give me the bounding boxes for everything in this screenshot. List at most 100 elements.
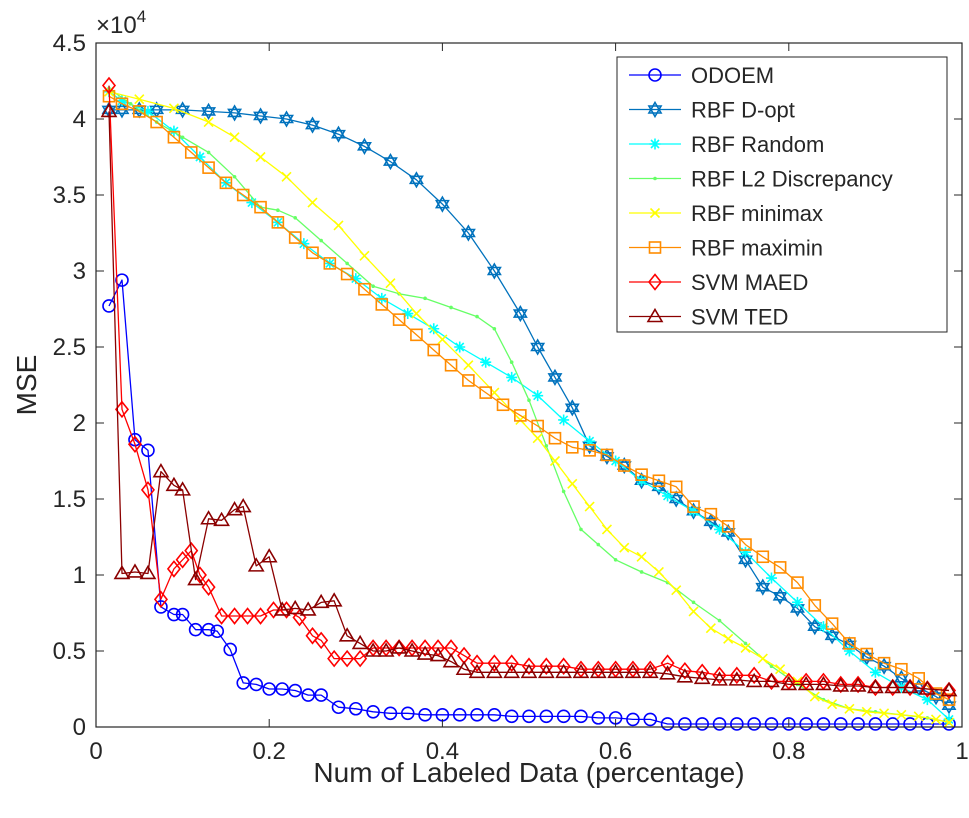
data-point-svm-ted [429, 646, 447, 662]
data-point-svm-maed [729, 666, 744, 685]
data-point-svm-ted [624, 663, 642, 679]
data-point-rbf-random [428, 323, 440, 335]
data-point-rbf-minimax [671, 585, 682, 596]
data-point-odoem [747, 717, 761, 731]
data-point-rbf-maximin [583, 444, 596, 457]
series-line-svm-maed [108, 85, 950, 692]
data-point-odoem [331, 700, 346, 715]
data-point-odoem [262, 682, 277, 696]
data-point-rbf-l2-discrepancy [293, 216, 297, 220]
data-point-odoem [574, 709, 588, 724]
data-point-rbf-maximin [427, 343, 441, 357]
data-point-rbf-d-opt [755, 578, 771, 596]
data-point-rbf-minimax [584, 501, 595, 512]
data-point-rbf-maximin [254, 200, 267, 214]
data-point-svm-maed [695, 663, 710, 682]
data-point-rbf-maximin [375, 298, 389, 311]
axes-box [95, 42, 963, 728]
y-tick-label: 2 [73, 410, 86, 437]
data-point-rbf-l2-discrepancy [717, 618, 722, 623]
data-point-rbf-minimax [757, 653, 768, 664]
y-tick-label: 4 [73, 106, 86, 133]
data-point-rbf-maximin [410, 328, 423, 342]
data-point-odoem [885, 717, 900, 731]
series-layer [100, 76, 958, 731]
data-point-rbf-maximin [202, 161, 215, 174]
data-point-rbf-random [943, 713, 955, 725]
data-point-odoem [695, 717, 710, 731]
legend-item-svm-ted: SVM TED [629, 305, 788, 330]
data-point-rbf-maximin [150, 115, 163, 129]
y-tick-label: 1 [73, 562, 86, 589]
data-point-svm-maed [747, 666, 762, 685]
data-point-svm-ted [126, 563, 144, 578]
data-point-rbf-minimax [809, 691, 820, 702]
data-point-svm-ted [728, 671, 746, 686]
data-point-svm-ted [815, 675, 832, 691]
data-point-rbf-random [688, 505, 700, 517]
data-point-svm-maed [487, 654, 502, 672]
data-point-rbf-maximin [323, 257, 337, 270]
data-point-rbf-l2-discrepancy [691, 600, 696, 605]
data-point-svm-ted [165, 476, 183, 492]
data-point-svm-maed [833, 675, 848, 694]
data-point-odoem [115, 273, 129, 287]
data-point-rbf-maximin [444, 358, 458, 372]
data-point-svm-ted [745, 672, 763, 688]
legend-item-rbf-l2-discrepancy: RBF L2 Discrepancy [629, 167, 893, 192]
data-point-rbf-maximin [739, 538, 752, 551]
data-point-rbf-d-opt [941, 697, 957, 715]
data-point-rbf-maximin [133, 105, 146, 118]
data-point-odoem [314, 688, 328, 702]
data-point-svm-maed [166, 560, 181, 578]
legend-item-rbf-maximin: RBF maximin [629, 236, 823, 261]
diamond-marker-icon [647, 273, 663, 291]
data-point-rbf-minimax [827, 699, 838, 710]
data-point-rbf-l2-discrepancy [544, 444, 549, 448]
data-point-rbf-random [298, 238, 310, 250]
data-point-rbf-random [843, 645, 855, 657]
data-point-rbf-d-opt [486, 262, 502, 280]
data-point-rbf-minimax [844, 703, 855, 714]
x-axis-label: Num of Labeled Data (percentage) [313, 757, 744, 788]
data-point-svm-ted [711, 671, 728, 686]
data-point-odoem [288, 683, 302, 698]
y-axis-label: MSE [11, 355, 42, 416]
data-point-rbf-l2-discrepancy [423, 296, 427, 301]
data-point-svm-maed [266, 601, 281, 619]
data-point-svm-ted [338, 627, 356, 642]
data-point-odoem [223, 642, 238, 657]
data-point-rbf-random [791, 596, 803, 608]
data-point-odoem [188, 622, 203, 637]
data-point-rbf-l2-discrepancy [128, 102, 133, 106]
data-point-svm-maed [201, 578, 216, 596]
data-point-svm-maed [153, 590, 168, 609]
data-point-svm-ted [693, 669, 711, 685]
series-svm-maed [101, 76, 957, 700]
series-line-svm-ted [108, 111, 950, 692]
data-point-rbf-l2-discrepancy [579, 527, 583, 532]
x-tick-label: 0.2 [253, 738, 286, 765]
data-point-odoem [348, 701, 363, 716]
data-point-svm-ted [351, 634, 369, 650]
data-point-rbf-d-opt [530, 338, 546, 356]
data-point-rbf-maximin [687, 500, 700, 513]
data-point-rbf-random [662, 490, 674, 502]
data-point-svm-maed [101, 76, 117, 95]
data-point-svm-ted [213, 511, 230, 527]
data-point-rbf-d-opt [279, 110, 294, 128]
data-point-rbf-l2-discrepancy [639, 570, 644, 574]
data-point-rbf-maximin [115, 97, 129, 111]
data-point-svm-maed [175, 551, 190, 569]
data-point-rbf-minimax [723, 633, 734, 644]
data-point-odoem [764, 717, 779, 731]
data-point-svm-ted [247, 557, 265, 572]
data-point-rbf-l2-discrepancy [509, 360, 514, 365]
data-point-odoem [141, 443, 155, 458]
circle-marker-icon [648, 68, 662, 82]
series-rbf-maximin [102, 89, 956, 706]
legend: ODOEM RBF D-opt RBF Random RBF L2 Discrepan… [616, 56, 948, 333]
data-point-rbf-minimax [333, 220, 344, 231]
data-point-svm-ted [139, 564, 157, 580]
data-point-rbf-maximin [617, 459, 631, 472]
